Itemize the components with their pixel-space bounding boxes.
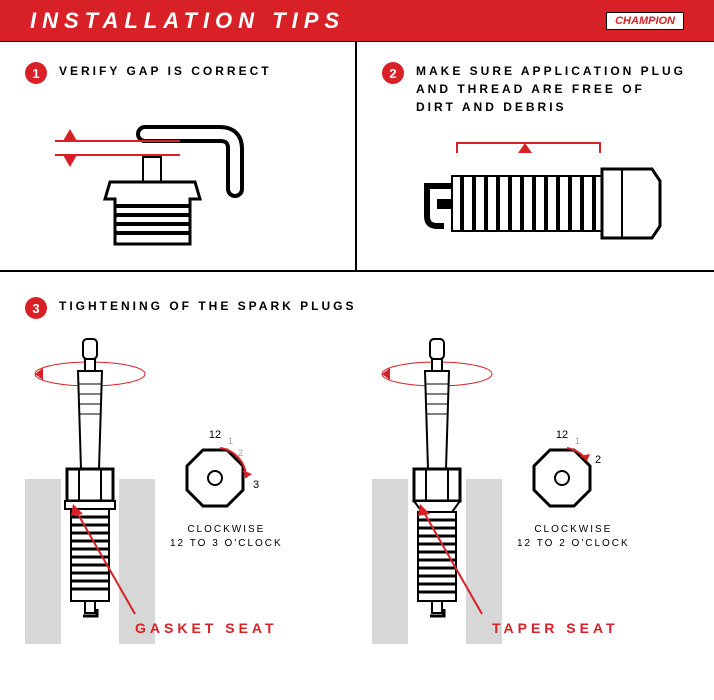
gasket-seat-col: 12 1 2 3 CLOCKWISE 12 TO 3 O'CLOCK GASKE… (25, 334, 342, 644)
svg-text:2: 2 (595, 454, 601, 466)
header-bar: INSTALLATION TIPS CHAMPION (0, 0, 714, 42)
clock-indicator: 12 1 2 3 CLOCKWISE 12 TO 3 O'CLOCK (170, 428, 283, 551)
step-3-panel: 3 TIGHTENING OF THE SPARK PLUGS (0, 272, 714, 654)
rotation-text: CLOCKWISE 12 TO 2 O'CLOCK (517, 523, 630, 551)
svg-text:12: 12 (556, 429, 568, 441)
step-1-panel: 1 VERIFY GAP IS CORRECT (0, 42, 357, 270)
clock-indicator: 12 1 2 CLOCKWISE 12 TO 2 O'CLOCK (517, 428, 630, 551)
step-badge: 2 (382, 62, 404, 84)
step-badge: 3 (25, 297, 47, 319)
seat-label: TAPER SEAT (492, 620, 619, 636)
svg-text:1: 1 (575, 436, 580, 446)
seat-label: GASKET SEAT (135, 620, 278, 636)
step-header: 3 TIGHTENING OF THE SPARK PLUGS (25, 297, 689, 319)
page-title: INSTALLATION TIPS (30, 8, 345, 34)
plugs-row: 12 1 2 3 CLOCKWISE 12 TO 3 O'CLOCK GASKE… (25, 334, 689, 644)
octagon-dial-icon: 12 1 2 (517, 428, 607, 523)
taper-seat-col: 12 1 2 CLOCKWISE 12 TO 2 O'CLOCK TAPER S… (372, 334, 689, 644)
gap-diagram (25, 99, 305, 249)
svg-text:2: 2 (238, 448, 243, 458)
step-text: VERIFY GAP IS CORRECT (59, 62, 272, 80)
brand-logo: CHAMPION (606, 12, 684, 30)
rotation-text: CLOCKWISE 12 TO 3 O'CLOCK (170, 523, 283, 551)
step-2-panel: 2 MAKE SURE APPLICATION PLUG AND THREAD … (357, 42, 714, 270)
thread-diagram (382, 131, 682, 271)
taper-plug-diagram (372, 334, 502, 644)
svg-text:1: 1 (228, 436, 233, 446)
step-header: 1 VERIFY GAP IS CORRECT (25, 62, 330, 84)
step-text: TIGHTENING OF THE SPARK PLUGS (59, 297, 356, 315)
top-steps-row: 1 VERIFY GAP IS CORRECT 2 (0, 42, 714, 272)
step-header: 2 MAKE SURE APPLICATION PLUG AND THREAD … (382, 62, 689, 116)
clock-12-label: 12 (209, 429, 221, 441)
clock-3-label: 3 (253, 479, 259, 491)
octagon-dial-icon: 12 1 2 3 (170, 428, 260, 523)
step-text: MAKE SURE APPLICATION PLUG AND THREAD AR… (416, 62, 689, 116)
gasket-plug-diagram (25, 334, 155, 644)
step-badge: 1 (25, 62, 47, 84)
